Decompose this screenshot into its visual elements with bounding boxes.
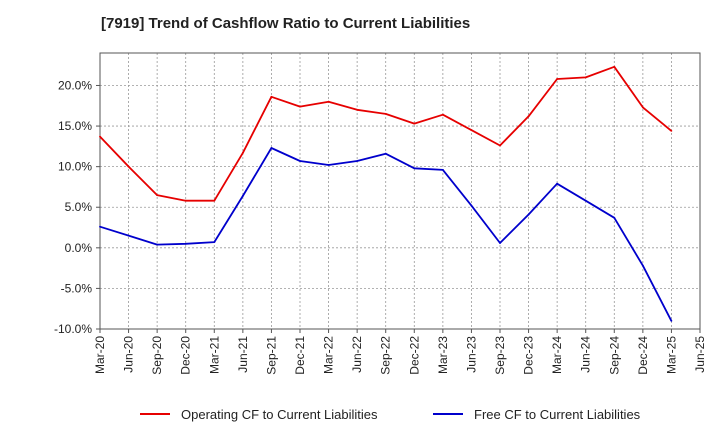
data-point (384, 113, 387, 115)
y-tick-label: -5.0% (61, 281, 93, 295)
data-point (327, 100, 330, 103)
data-point (299, 105, 301, 108)
data-point (384, 152, 387, 155)
data-point (270, 95, 273, 98)
y-tick-label: -10.0% (54, 322, 92, 336)
x-tick-label: Jun-20 (122, 336, 136, 373)
legend-label: Free CF to Current Liabilities (474, 407, 641, 422)
data-point (556, 78, 558, 80)
x-tick-label: Sep-21 (264, 336, 278, 375)
data-point (584, 199, 587, 202)
data-point (642, 106, 644, 109)
data-point (527, 115, 530, 118)
data-point (642, 264, 644, 267)
data-point (270, 147, 273, 149)
data-point (613, 216, 616, 219)
data-point (213, 241, 216, 244)
x-tick-label: Mar-22 (322, 336, 336, 374)
data-point (584, 76, 587, 79)
data-point (156, 194, 159, 197)
series-lines (99, 65, 673, 322)
data-point (299, 160, 301, 162)
x-tick-label: Jun-22 (350, 336, 364, 373)
data-point (99, 135, 101, 138)
data-point (527, 213, 530, 216)
grid-lines (100, 53, 700, 330)
y-axis-ticks: 20.0% 15.0% 10.0% 5.0% 0.0% -5.0% -10.0% (54, 78, 100, 336)
x-tick-label: Jun-24 (579, 336, 593, 373)
y-tick-label: 5.0% (65, 200, 93, 214)
data-point (413, 122, 416, 125)
data-point (356, 160, 358, 162)
data-point (127, 165, 130, 168)
data-point (99, 225, 101, 228)
x-tick-label: Sep-23 (493, 336, 507, 375)
x-tick-label: Mar-21 (207, 336, 221, 374)
y-tick-label: 20.0% (58, 78, 92, 92)
data-point (470, 204, 473, 207)
data-point (327, 164, 330, 166)
data-point (213, 199, 216, 202)
x-tick-label: Jun-23 (464, 336, 478, 373)
data-point (184, 199, 187, 202)
x-tick-label: Mar-24 (550, 336, 564, 374)
plot-area-frame (99, 52, 701, 330)
x-tick-label: Dec-21 (293, 336, 307, 375)
data-point (356, 108, 358, 111)
x-tick-label: Sep-24 (607, 336, 621, 375)
x-tick-label: Mar-25 (664, 336, 678, 374)
data-point (413, 167, 416, 170)
data-point (670, 130, 673, 132)
data-point (556, 182, 558, 185)
x-axis-ticks: Mar-20 Jun-20 Sep-20 Dec-20 Mar-21 Jun-21 Sep-… (93, 329, 707, 375)
data-point (499, 144, 501, 147)
x-tick-label: Dec-20 (179, 336, 193, 375)
legend: Operating CF to Current Liabilities Free … (140, 407, 641, 422)
y-tick-label: 10.0% (58, 160, 92, 174)
data-point (242, 195, 244, 197)
data-point (242, 151, 244, 154)
data-point (442, 113, 444, 116)
data-point (470, 129, 473, 132)
data-point (499, 242, 501, 244)
y-tick-label: 0.0% (65, 241, 93, 255)
x-tick-label: Jun-21 (236, 336, 250, 373)
x-tick-label: Dec-22 (407, 336, 421, 375)
data-point (613, 65, 616, 68)
y-tick-label: 15.0% (58, 119, 92, 133)
x-tick-label: Dec-24 (636, 336, 650, 375)
chart-title: [7919] Trend of Cashflow Ratio to Curren… (101, 15, 471, 32)
legend-label: Operating CF to Current Liabilities (181, 407, 378, 422)
x-tick-label: Mar-23 (436, 336, 450, 374)
data-point (156, 243, 159, 246)
data-point (184, 242, 187, 245)
x-tick-label: Mar-20 (93, 336, 107, 374)
x-tick-label: Dec-23 (522, 336, 536, 375)
data-point (127, 234, 130, 237)
x-tick-label: Sep-20 (150, 336, 164, 375)
data-point (442, 169, 444, 171)
data-point (670, 320, 673, 322)
x-tick-label: Jun-25 (693, 336, 707, 373)
x-tick-label: Sep-22 (379, 336, 393, 375)
